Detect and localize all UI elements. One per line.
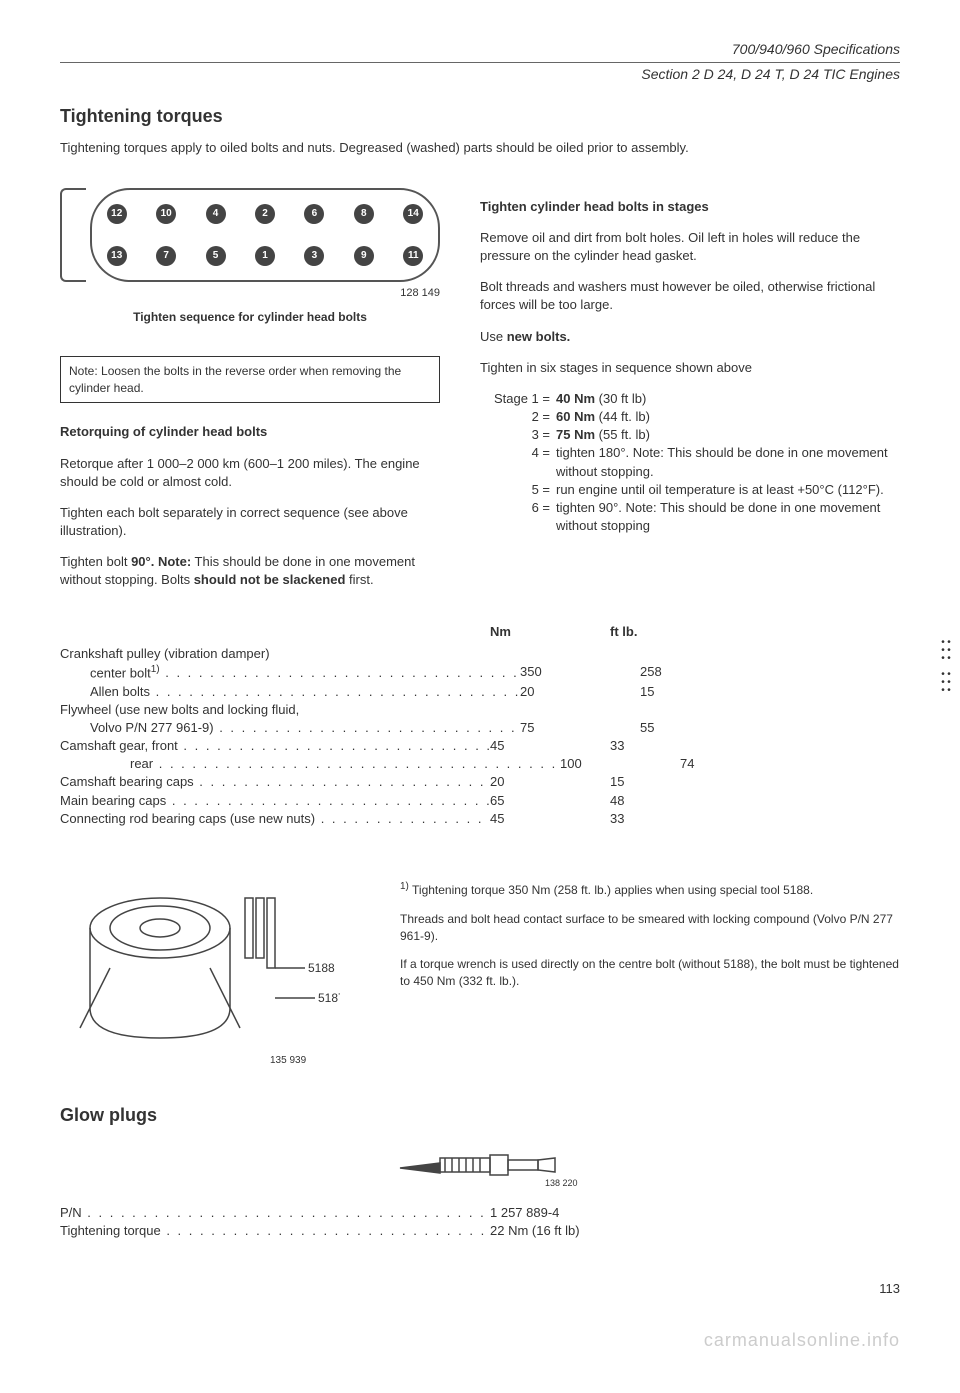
bolt-number: 1 xyxy=(255,246,275,266)
bolt-diagram-wrap: 1210426814 137513911 xyxy=(90,188,440,282)
diagram-ref-number: 128 149 xyxy=(60,286,440,301)
bolt-number: 14 xyxy=(403,204,423,224)
stage-row: Stage 1 =40 Nm (30 ft lb) xyxy=(480,390,900,408)
stages-p1: Remove oil and dirt from bolt holes. Oil… xyxy=(480,229,900,265)
note-box: Note: Loosen the bolts in the reverse or… xyxy=(60,356,440,404)
retorque-p1: Retorque after 1 000–2 000 km (600–1 200… xyxy=(60,455,440,491)
stages-p3: Use new bolts. xyxy=(480,328,900,346)
retorque-heading: Retorquing of cylinder head bolts xyxy=(60,423,440,441)
torque-row: center bolt1)350258 xyxy=(60,663,900,683)
col-ft: ft lb. xyxy=(610,623,730,641)
bolt-number: 13 xyxy=(107,246,127,266)
bracket-icon xyxy=(60,188,86,282)
left-column: 1210426814 137513911 128 149 Tighten seq… xyxy=(60,188,440,603)
retorque-p3: Tighten bolt 90°. Note: This should be d… xyxy=(60,553,440,589)
torque-row: Main bearing caps6548 xyxy=(60,792,900,810)
torque-row: Allen bolts2015 xyxy=(60,683,900,701)
glow-row: Tightening torque22 Nm (16 ft lb) xyxy=(60,1222,900,1240)
label-5188: 5188 xyxy=(308,961,335,975)
bolt-number: 6 xyxy=(304,204,324,224)
torque-row: rear10074 xyxy=(60,755,900,773)
section-title: Tightening torques xyxy=(60,104,900,129)
stage-row: 4 =tighten 180°. Note: This should be do… xyxy=(480,444,900,480)
note-text: Note: Loosen the bolts in the reverse or… xyxy=(69,364,401,395)
torque-row: Volvo P/N 277 961-9)7555 xyxy=(60,719,900,737)
right-column: Tighten cylinder head bolts in stages Re… xyxy=(480,188,900,603)
torque-row: Camshaft gear, front4533 xyxy=(60,737,900,755)
stages-p2: Bolt threads and washers must however be… xyxy=(480,278,900,314)
torque-row: Crankshaft pulley (vibration damper) xyxy=(60,645,900,663)
stage-row: 6 =tighten 90°. Note: This should be don… xyxy=(480,499,900,535)
bolt-number: 7 xyxy=(156,246,176,266)
pulley-section: 5188 5187 135 939 1) Tightening torque 3… xyxy=(60,868,900,1073)
svg-text:138 220: 138 220 xyxy=(545,1178,578,1188)
col-nm: Nm xyxy=(490,623,610,641)
torque-row: Flywheel (use new bolts and locking flui… xyxy=(60,701,900,719)
stage-list: Stage 1 =40 Nm (30 ft lb)2 =60 Nm (44 ft… xyxy=(480,390,900,536)
diagram-caption: Tighten sequence for cylinder head bolts xyxy=(60,309,440,326)
stage-row: 2 =60 Nm (44 ft. lb) xyxy=(480,408,900,426)
watermark: carmanualsonline.info xyxy=(60,1328,900,1353)
punch-holes-icon: •••••••••••• xyxy=(940,640,952,696)
stage-row: 3 =75 Nm (55 ft. lb) xyxy=(480,426,900,444)
footnote-block: 1) Tightening torque 350 Nm (258 ft. lb.… xyxy=(400,868,900,1073)
header-title-2: Section 2 D 24, D 24 T, D 24 TIC Engines xyxy=(60,62,900,85)
retorque-p2: Tighten each bolt separately in correct … xyxy=(60,504,440,540)
bolt-number: 11 xyxy=(403,246,423,266)
two-column-layout: 1210426814 137513911 128 149 Tighten seq… xyxy=(60,188,900,603)
torque-row: Connecting rod bearing caps (use new nut… xyxy=(60,810,900,828)
torque-row: Camshaft bearing caps2015 xyxy=(60,773,900,791)
page-number: 113 xyxy=(60,1280,900,1298)
bolt-number: 10 xyxy=(156,204,176,224)
header-title-1: 700/940/960 Specifications xyxy=(60,40,900,60)
stages-p4: Tighten in six stages in sequence shown … xyxy=(480,359,900,377)
glow-table: P/N1 257 889-4Tightening torque22 Nm (16… xyxy=(60,1204,900,1240)
bolt-number: 2 xyxy=(255,204,275,224)
glow-row: P/N1 257 889-4 xyxy=(60,1204,900,1222)
bolt-number: 12 xyxy=(107,204,127,224)
glow-heading: Glow plugs xyxy=(60,1103,900,1128)
torque-table-head: Nm ft lb. xyxy=(60,623,900,641)
bolt-number: 4 xyxy=(206,204,226,224)
glow-plug-diagram: 138 220 xyxy=(60,1138,900,1193)
torque-table: Nm ft lb. Crankshaft pulley (vibration d… xyxy=(60,623,900,828)
bolt-number: 8 xyxy=(354,204,374,224)
intro-text: Tightening torques apply to oiled bolts … xyxy=(60,139,900,157)
pulley-ref: 135 939 xyxy=(270,1055,307,1066)
stage-row: 5 =run engine until oil temperature is a… xyxy=(480,481,900,499)
pulley-diagram: 5188 5187 135 939 xyxy=(60,868,360,1073)
bolt-number: 9 xyxy=(354,246,374,266)
bolt-number: 5 xyxy=(206,246,226,266)
bolt-sequence-diagram: 1210426814 137513911 xyxy=(90,188,440,282)
bolt-number: 3 xyxy=(304,246,324,266)
stages-heading: Tighten cylinder head bolts in stages xyxy=(480,198,900,216)
label-5187: 5187 xyxy=(318,991,340,1005)
